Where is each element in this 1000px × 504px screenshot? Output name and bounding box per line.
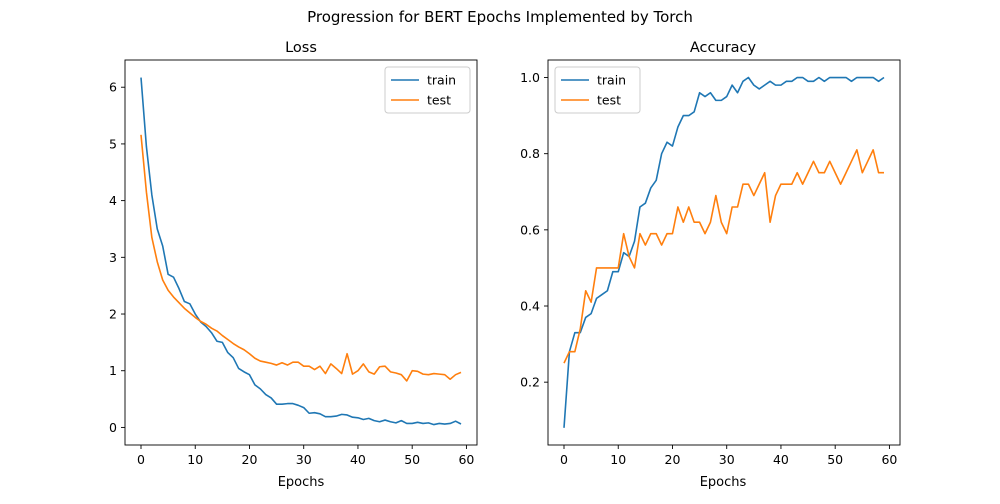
- loss-series-test-line: [140, 134, 462, 382]
- loss-xtick-label: 30: [296, 452, 312, 467]
- loss-legend-train-label: train: [427, 73, 456, 88]
- accuracy-axes-frame: [547, 59, 901, 446]
- accuracy-ytick-label: 0.8: [520, 146, 540, 161]
- loss-ytick-label: 0: [109, 420, 117, 435]
- accuracy-series-train-line: [563, 76, 885, 428]
- loss-xtick-label: 20: [242, 452, 258, 467]
- accuracy-ytick-label: 0.2: [520, 375, 540, 390]
- accuracy-ytick-label: 0.4: [520, 299, 540, 314]
- loss-xtick-label: 10: [187, 452, 203, 467]
- accuracy-ytick-label: 1.0: [520, 70, 540, 85]
- accuracy-xtick-label: 60: [881, 452, 897, 467]
- accuracy-xtick-label: 50: [827, 452, 843, 467]
- accuracy-ytick-label: 0.6: [520, 222, 540, 237]
- accuracy-xlabel: Epochs: [700, 475, 747, 490]
- accuracy-legend: [554, 66, 641, 114]
- figure-title: Progression for BERT Epochs Implemented …: [307, 8, 693, 26]
- accuracy-panel: Accuracy Epochs 0 10 20 30 40 50 60 0.2 0.4 0.6 0.…: [520, 40, 901, 490]
- loss-legend-test-label: test: [427, 93, 451, 108]
- accuracy-legend-test-label: test: [597, 93, 621, 108]
- loss-ytick-label: 3: [109, 250, 117, 265]
- accuracy-series-test-line: [563, 149, 884, 364]
- loss-xtick-label: 60: [458, 452, 474, 467]
- loss-xtick-label: 50: [404, 452, 420, 467]
- accuracy-xtick-label: 20: [665, 452, 681, 467]
- loss-xtick-label: 40: [350, 452, 366, 467]
- loss-xtick-label: 0: [137, 452, 145, 467]
- loss-series-train-line: [140, 77, 462, 426]
- loss-legend: [384, 66, 471, 114]
- loss-axes-frame: [124, 59, 478, 446]
- loss-panel: Loss Epochs 0 10 20 30 40 50 60 0 1 2 3 4 5 6 train tes…: [109, 40, 478, 490]
- loss-ytick-label: 4: [109, 193, 117, 208]
- loss-xlabel: Epochs: [278, 475, 325, 490]
- accuracy-legend-train-label: train: [597, 73, 626, 88]
- accuracy-xtick-label: 30: [719, 452, 735, 467]
- loss-ytick-label: 1: [109, 363, 117, 378]
- accuracy-xtick-label: 0: [560, 452, 568, 467]
- loss-title: Loss: [285, 40, 317, 56]
- accuracy-xtick-label: 10: [610, 452, 626, 467]
- accuracy-title: Accuracy: [690, 40, 757, 56]
- accuracy-xtick-label: 40: [773, 452, 789, 467]
- loss-ytick-label: 2: [109, 307, 117, 322]
- loss-ytick-label: 6: [109, 80, 117, 95]
- loss-ytick-label: 5: [109, 136, 117, 151]
